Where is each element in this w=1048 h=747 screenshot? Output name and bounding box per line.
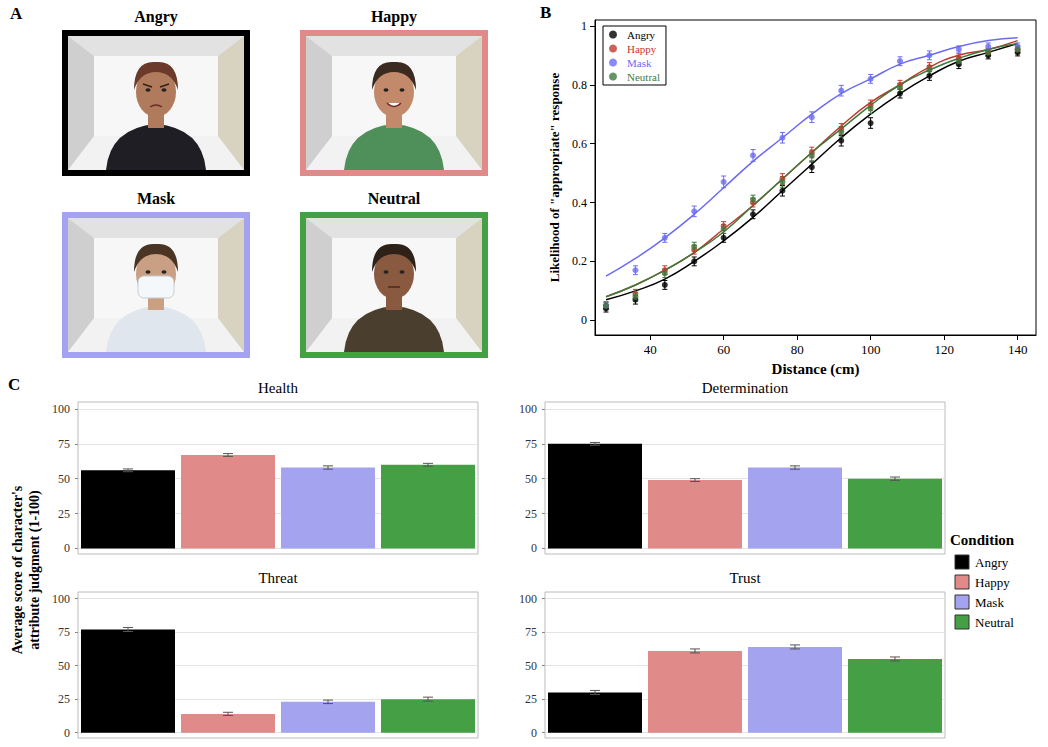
svg-text:0: 0: [64, 541, 70, 555]
svg-text:Health: Health: [258, 380, 298, 396]
svg-text:120: 120: [934, 342, 954, 357]
svg-text:Angry: Angry: [975, 555, 1009, 570]
svg-text:Condition: Condition: [950, 532, 1015, 548]
svg-text:100: 100: [519, 592, 537, 606]
html-text:Angry: Angry: [134, 8, 178, 25]
svg-text:Trust: Trust: [729, 570, 761, 586]
svg-text:B: B: [540, 3, 551, 22]
svg-text:Mask: Mask: [627, 57, 652, 69]
svg-text:75: 75: [58, 437, 70, 451]
svg-text:25: 25: [58, 692, 70, 706]
svg-text:Threat: Threat: [258, 570, 298, 586]
svg-text:0: 0: [581, 313, 587, 327]
svg-text:Likelihood of "appropriate" re: Likelihood of "appropriate" response: [547, 73, 562, 283]
svg-text:Angry: Angry: [627, 29, 656, 41]
svg-text:75: 75: [525, 625, 537, 639]
svg-text:Neutral: Neutral: [975, 615, 1014, 630]
svg-text:40: 40: [644, 342, 657, 357]
svg-text:25: 25: [58, 507, 70, 521]
svg-text:100: 100: [519, 402, 537, 416]
svg-text:60: 60: [717, 342, 730, 357]
svg-text:Neutral: Neutral: [627, 71, 660, 83]
svg-text:50: 50: [58, 472, 70, 486]
svg-text:0.8: 0.8: [572, 78, 587, 92]
svg-text:25: 25: [525, 507, 537, 521]
svg-text:0: 0: [531, 726, 537, 740]
svg-text:Average score of character's: Average score of character's: [10, 485, 25, 654]
svg-text:1: 1: [581, 19, 587, 33]
svg-text:Determination: Determination: [702, 380, 789, 396]
svg-text:C: C: [8, 375, 20, 394]
html-text:A: A: [10, 4, 23, 23]
svg-text:50: 50: [58, 659, 70, 673]
svg-text:Happy: Happy: [975, 575, 1010, 590]
svg-text:80: 80: [791, 342, 804, 357]
svg-text:Distance (cm): Distance (cm): [772, 361, 860, 378]
svg-text:Mask: Mask: [975, 595, 1004, 610]
svg-text:25: 25: [525, 692, 537, 706]
html-text:Mask: Mask: [136, 190, 176, 207]
html-text:Happy: Happy: [370, 8, 418, 25]
svg-text:50: 50: [525, 472, 537, 486]
svg-text:0.6: 0.6: [572, 137, 587, 151]
svg-text:0: 0: [64, 726, 70, 740]
svg-text:75: 75: [58, 625, 70, 639]
svg-text:100: 100: [52, 402, 70, 416]
svg-text:100: 100: [52, 592, 70, 606]
svg-text:Happy: Happy: [627, 43, 657, 55]
svg-text:100: 100: [861, 342, 881, 357]
html-text:Neutral: Neutral: [367, 190, 421, 207]
svg-text:0.2: 0.2: [572, 254, 587, 268]
svg-text:attribute judgment (1-100): attribute judgment (1-100): [27, 490, 43, 650]
svg-text:0.4: 0.4: [572, 196, 587, 210]
svg-text:75: 75: [525, 437, 537, 451]
svg-text:50: 50: [525, 659, 537, 673]
svg-text:140: 140: [1008, 342, 1028, 357]
svg-text:0: 0: [531, 541, 537, 555]
